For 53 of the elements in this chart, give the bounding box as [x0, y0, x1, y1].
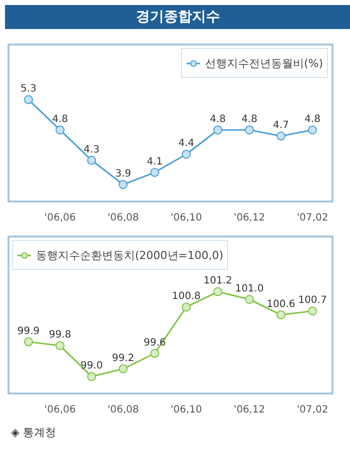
x-tick-label: '07,02: [296, 404, 328, 416]
data-label: 3.9: [115, 168, 132, 180]
data-label: 5.3: [20, 84, 36, 95]
point: [308, 125, 318, 134]
data-label: 99.2: [112, 352, 134, 364]
point: [213, 125, 222, 134]
data-label: 4.8: [52, 114, 68, 125]
point: [182, 150, 191, 159]
chart-title: 경기종합지수: [136, 8, 220, 27]
x-tick-label: '06,08: [107, 212, 139, 224]
point: [118, 364, 128, 374]
point: [87, 372, 96, 382]
data-label: 4.1: [146, 156, 163, 168]
data-label: 100.7: [298, 294, 327, 306]
data-label: 4.7: [273, 120, 289, 132]
point: [276, 310, 286, 320]
x-tick-label: '06,10: [170, 404, 202, 416]
point: [24, 337, 33, 346]
data-label: 101.0: [235, 283, 264, 294]
data-label: 99.8: [48, 330, 72, 341]
data-label: 99.9: [17, 326, 40, 337]
point: [24, 95, 33, 104]
x-tick-label: '06,10: [170, 212, 202, 224]
point: [150, 168, 160, 177]
point: [308, 306, 318, 316]
data-label: 4.8: [210, 114, 226, 125]
x-tick-label: '06,06: [44, 212, 76, 224]
data-label: 99.0: [80, 360, 103, 372]
point: [87, 156, 96, 165]
text: ◈ 통계청: [11, 425, 56, 441]
data-label: 4.3: [84, 144, 100, 156]
point: [244, 125, 254, 134]
point: [56, 341, 65, 350]
point: [150, 348, 160, 358]
legend-label: 선행지수전년동월비(%): [204, 56, 323, 70]
data-label: 4.4: [178, 138, 194, 150]
x-tick-label: '06,08: [107, 404, 139, 416]
data-label: 100.6: [266, 298, 296, 310]
data-label: 4.8: [304, 114, 320, 125]
legend-label: 동행지수순환변동치(2000년=100,0): [36, 248, 224, 262]
x-tick-label: '06,12: [234, 404, 266, 416]
x-tick-label: '06,12: [234, 212, 266, 224]
x-tick-label: '07,02: [296, 212, 328, 224]
point: [182, 302, 191, 312]
data-label: 4.8: [241, 114, 258, 125]
point: [244, 294, 254, 304]
data-label: 100.8: [172, 291, 201, 302]
point: [276, 132, 286, 141]
x-tick-label: '06,06: [44, 404, 76, 416]
point: [213, 287, 222, 296]
point: [118, 180, 128, 190]
data-label: 101.2: [204, 276, 232, 287]
point: [56, 125, 65, 134]
